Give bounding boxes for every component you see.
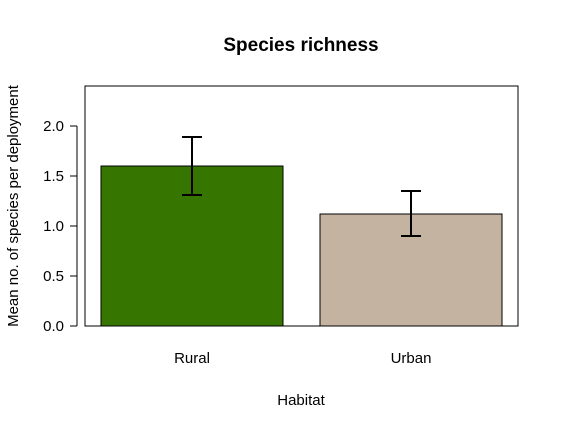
y-tick-label: 2.0 [43, 118, 64, 135]
x-tick-label-rural: Rural [174, 350, 210, 367]
error-bars [182, 136, 421, 237]
error-bar-rural [182, 136, 202, 196]
error-bar-urban [401, 190, 421, 237]
bars [100, 165, 503, 327]
y-axis-title: Mean no. of species per deployment [5, 84, 22, 327]
x-tick-label-urban: Urban [391, 350, 432, 367]
y-tick-label: 0.5 [43, 268, 64, 285]
y-tick-label: 1.5 [43, 168, 64, 185]
y-axis: 0.0 0.5 1.0 1.5 2.0 [43, 118, 78, 335]
y-tick-label: 1.0 [43, 218, 64, 235]
x-axis-title: Habitat [277, 392, 325, 409]
plot-area [84, 85, 519, 327]
x-axis: Rural Urban [174, 350, 431, 367]
plot-frame [84, 85, 519, 327]
chart-title: Species richness [223, 35, 378, 56]
y-tick-label: 0.0 [43, 318, 64, 335]
